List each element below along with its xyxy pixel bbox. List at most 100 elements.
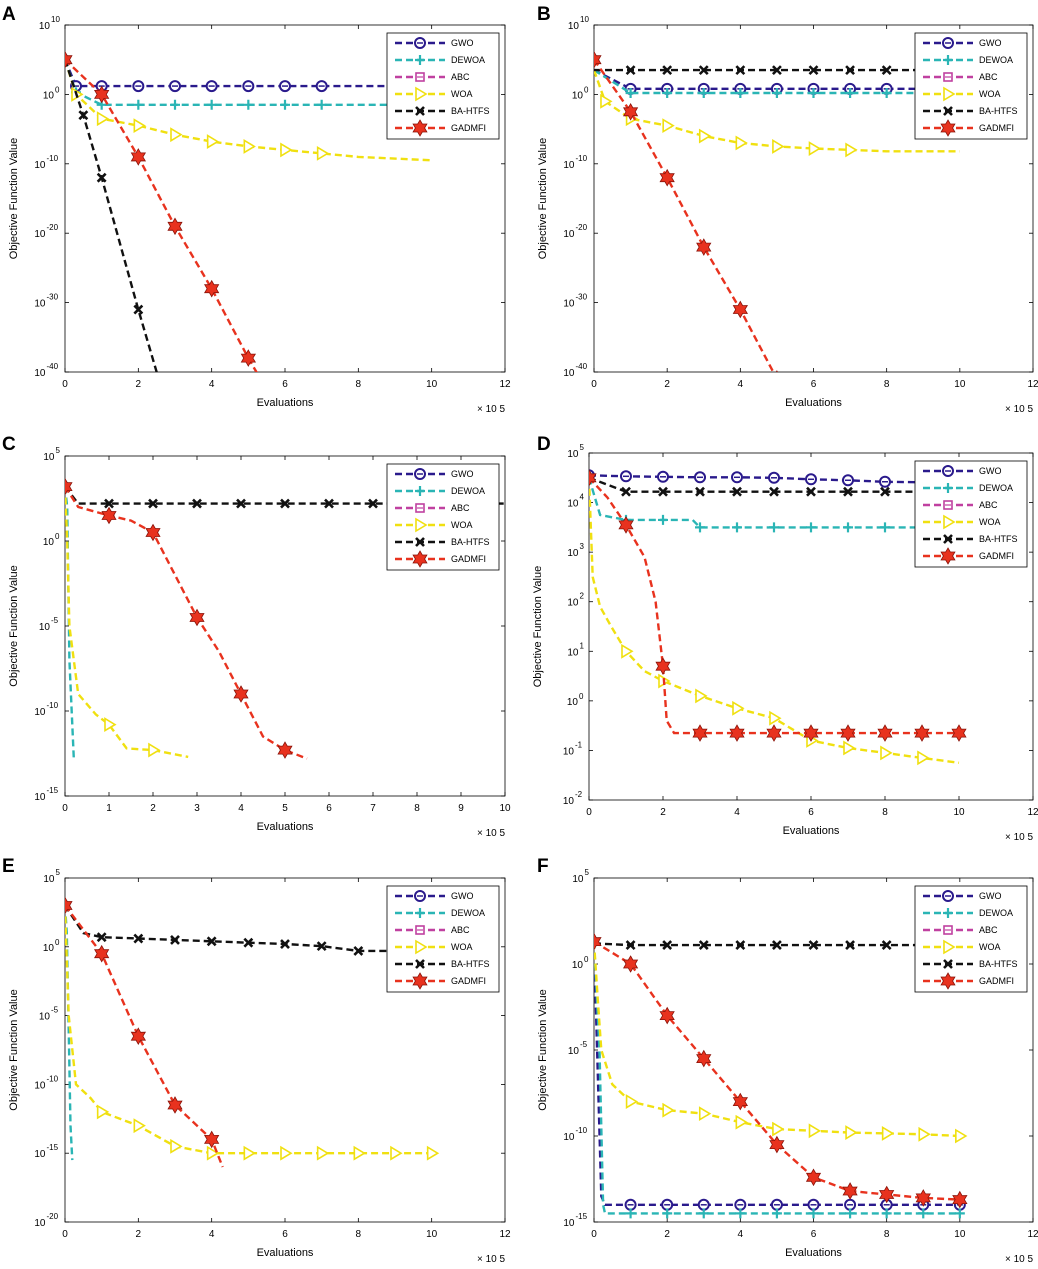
legend: GWO DEWOA ABC WOA BA-HTFS GADMFI bbox=[386, 32, 500, 140]
x-tick-label: 0 bbox=[591, 1229, 597, 1240]
y-tick-exp: -10 bbox=[47, 154, 59, 163]
marker-ba-htfs bbox=[243, 937, 254, 948]
legend-marker bbox=[415, 939, 428, 955]
marker-woa bbox=[698, 128, 712, 144]
panel-b: B0 2 4 6 8 10 1210-4010-3010-2010-101001010Eva… bbox=[537, 4, 1038, 415]
marker-dewoa bbox=[954, 1208, 965, 1219]
marker-woa bbox=[881, 1126, 895, 1141]
x-tick-label: 4 bbox=[209, 1229, 215, 1240]
x-tick-label: 10 bbox=[499, 803, 511, 814]
marker-woa bbox=[133, 118, 146, 134]
marker-dewoa bbox=[843, 522, 853, 533]
y-tick-label: 10 bbox=[34, 299, 46, 310]
marker-dewoa bbox=[735, 1208, 746, 1219]
y-tick-label: 10 bbox=[563, 299, 575, 310]
y-tick-exp: -10 bbox=[576, 154, 588, 163]
marker-dewoa bbox=[806, 522, 816, 533]
marker-woa bbox=[917, 750, 930, 766]
y-tick-exp: 5 bbox=[580, 443, 585, 452]
marker-dewoa bbox=[808, 1208, 819, 1219]
marker-gadmfi bbox=[769, 1135, 785, 1154]
marker-dewoa bbox=[243, 99, 254, 110]
marker-gadmfi bbox=[805, 1168, 822, 1187]
marker-gadmfi bbox=[618, 516, 634, 534]
y-axis-label: Objective Function Value bbox=[8, 138, 20, 259]
y-tick-exp: -30 bbox=[576, 293, 588, 302]
x-tick-label: 12 bbox=[1027, 379, 1038, 390]
y-tick-exp: 0 bbox=[55, 532, 60, 541]
marker-woa bbox=[243, 139, 256, 154]
marker-dewoa bbox=[735, 88, 746, 99]
legend-label: WOA bbox=[979, 517, 1001, 527]
panel-e: E0 2 4 6 8 10 1210-2010-1510-1010-5100105Evalu… bbox=[2, 856, 511, 1265]
marker-gadmfi bbox=[732, 300, 749, 319]
marker-woa bbox=[845, 1125, 858, 1140]
marker-ba-htfs bbox=[735, 940, 746, 950]
series-line-woa bbox=[594, 69, 960, 153]
marker-gadmfi bbox=[65, 50, 73, 69]
y-tick-exp: 0 bbox=[55, 85, 60, 94]
marker-ba-htfs bbox=[732, 486, 742, 497]
series-line-ba-htfs bbox=[589, 476, 959, 493]
marker-ba-htfs bbox=[843, 486, 853, 497]
legend-marker bbox=[415, 908, 425, 918]
y-tick-label: 10 bbox=[567, 499, 579, 510]
marker-woa bbox=[625, 1094, 639, 1110]
legend-label: GWO bbox=[979, 38, 1002, 48]
y-tick-exp: -10 bbox=[47, 1074, 59, 1083]
marker-ba-htfs bbox=[845, 940, 856, 950]
marker-gadmfi bbox=[101, 506, 117, 525]
legend-marker bbox=[415, 537, 425, 547]
y-tick-label: 10 bbox=[563, 368, 575, 379]
marker-woa bbox=[133, 1118, 146, 1134]
legend-marker bbox=[415, 86, 428, 102]
marker-dewoa bbox=[625, 1208, 636, 1219]
x-tick-label: 6 bbox=[811, 1229, 817, 1240]
y-axis-label: Objective Function Value bbox=[537, 138, 549, 259]
legend-label: WOA bbox=[979, 89, 1001, 99]
series-group bbox=[589, 468, 967, 766]
x-tick-label: 10 bbox=[954, 1229, 966, 1240]
legend-marker bbox=[940, 972, 956, 990]
x-multiplier: × 10 5 bbox=[1005, 404, 1034, 415]
y-tick-label: 10 bbox=[39, 21, 51, 32]
y-tick-exp: -10 bbox=[47, 701, 59, 710]
x-tick-label: 10 bbox=[426, 379, 438, 390]
marker-dewoa bbox=[206, 99, 217, 110]
legend-box bbox=[914, 32, 1028, 140]
marker-ba-htfs bbox=[318, 507, 326, 515]
marker-gadmfi bbox=[659, 1006, 675, 1025]
legend-marker bbox=[412, 550, 428, 568]
marker-dewoa bbox=[316, 99, 327, 110]
y-axis-label: Objective Function Value bbox=[8, 989, 20, 1110]
y-tick-label: 10 bbox=[567, 449, 579, 460]
legend-label: GWO bbox=[979, 466, 1002, 476]
series-group bbox=[594, 932, 968, 1219]
marker-ba-htfs bbox=[353, 946, 364, 956]
x-axis-label: Evaluations bbox=[257, 821, 314, 833]
marker-dewoa bbox=[771, 88, 782, 99]
x-tick-label: 4 bbox=[738, 379, 744, 390]
panel-letter: D bbox=[537, 434, 551, 455]
x-tick-label: 10 bbox=[954, 379, 966, 390]
x-tick-label: 4 bbox=[238, 803, 244, 814]
marker-ba-htfs bbox=[368, 498, 378, 509]
legend-label: BA-HTFS bbox=[979, 106, 1018, 116]
y-tick-label: 10 bbox=[43, 874, 55, 885]
marker-gadmfi bbox=[951, 724, 967, 742]
marker-woa bbox=[170, 1138, 183, 1154]
marker-dewoa bbox=[698, 88, 709, 99]
x-tick-label: 12 bbox=[499, 379, 511, 390]
marker-woa bbox=[206, 1145, 220, 1161]
marker-gadmfi bbox=[203, 1130, 220, 1149]
series-group bbox=[594, 50, 960, 372]
x-tick-label: 8 bbox=[884, 379, 890, 390]
marker-ba-htfs bbox=[621, 486, 631, 497]
series-line-gadmfi bbox=[65, 904, 224, 1168]
series-line-gwo bbox=[589, 474, 960, 484]
series-line-dewoa bbox=[594, 941, 960, 1215]
marker-ba-htfs bbox=[881, 65, 892, 76]
legend-label: DEWOA bbox=[979, 55, 1013, 65]
marker-woa bbox=[698, 1106, 712, 1122]
marker-gadmfi bbox=[878, 1185, 895, 1204]
